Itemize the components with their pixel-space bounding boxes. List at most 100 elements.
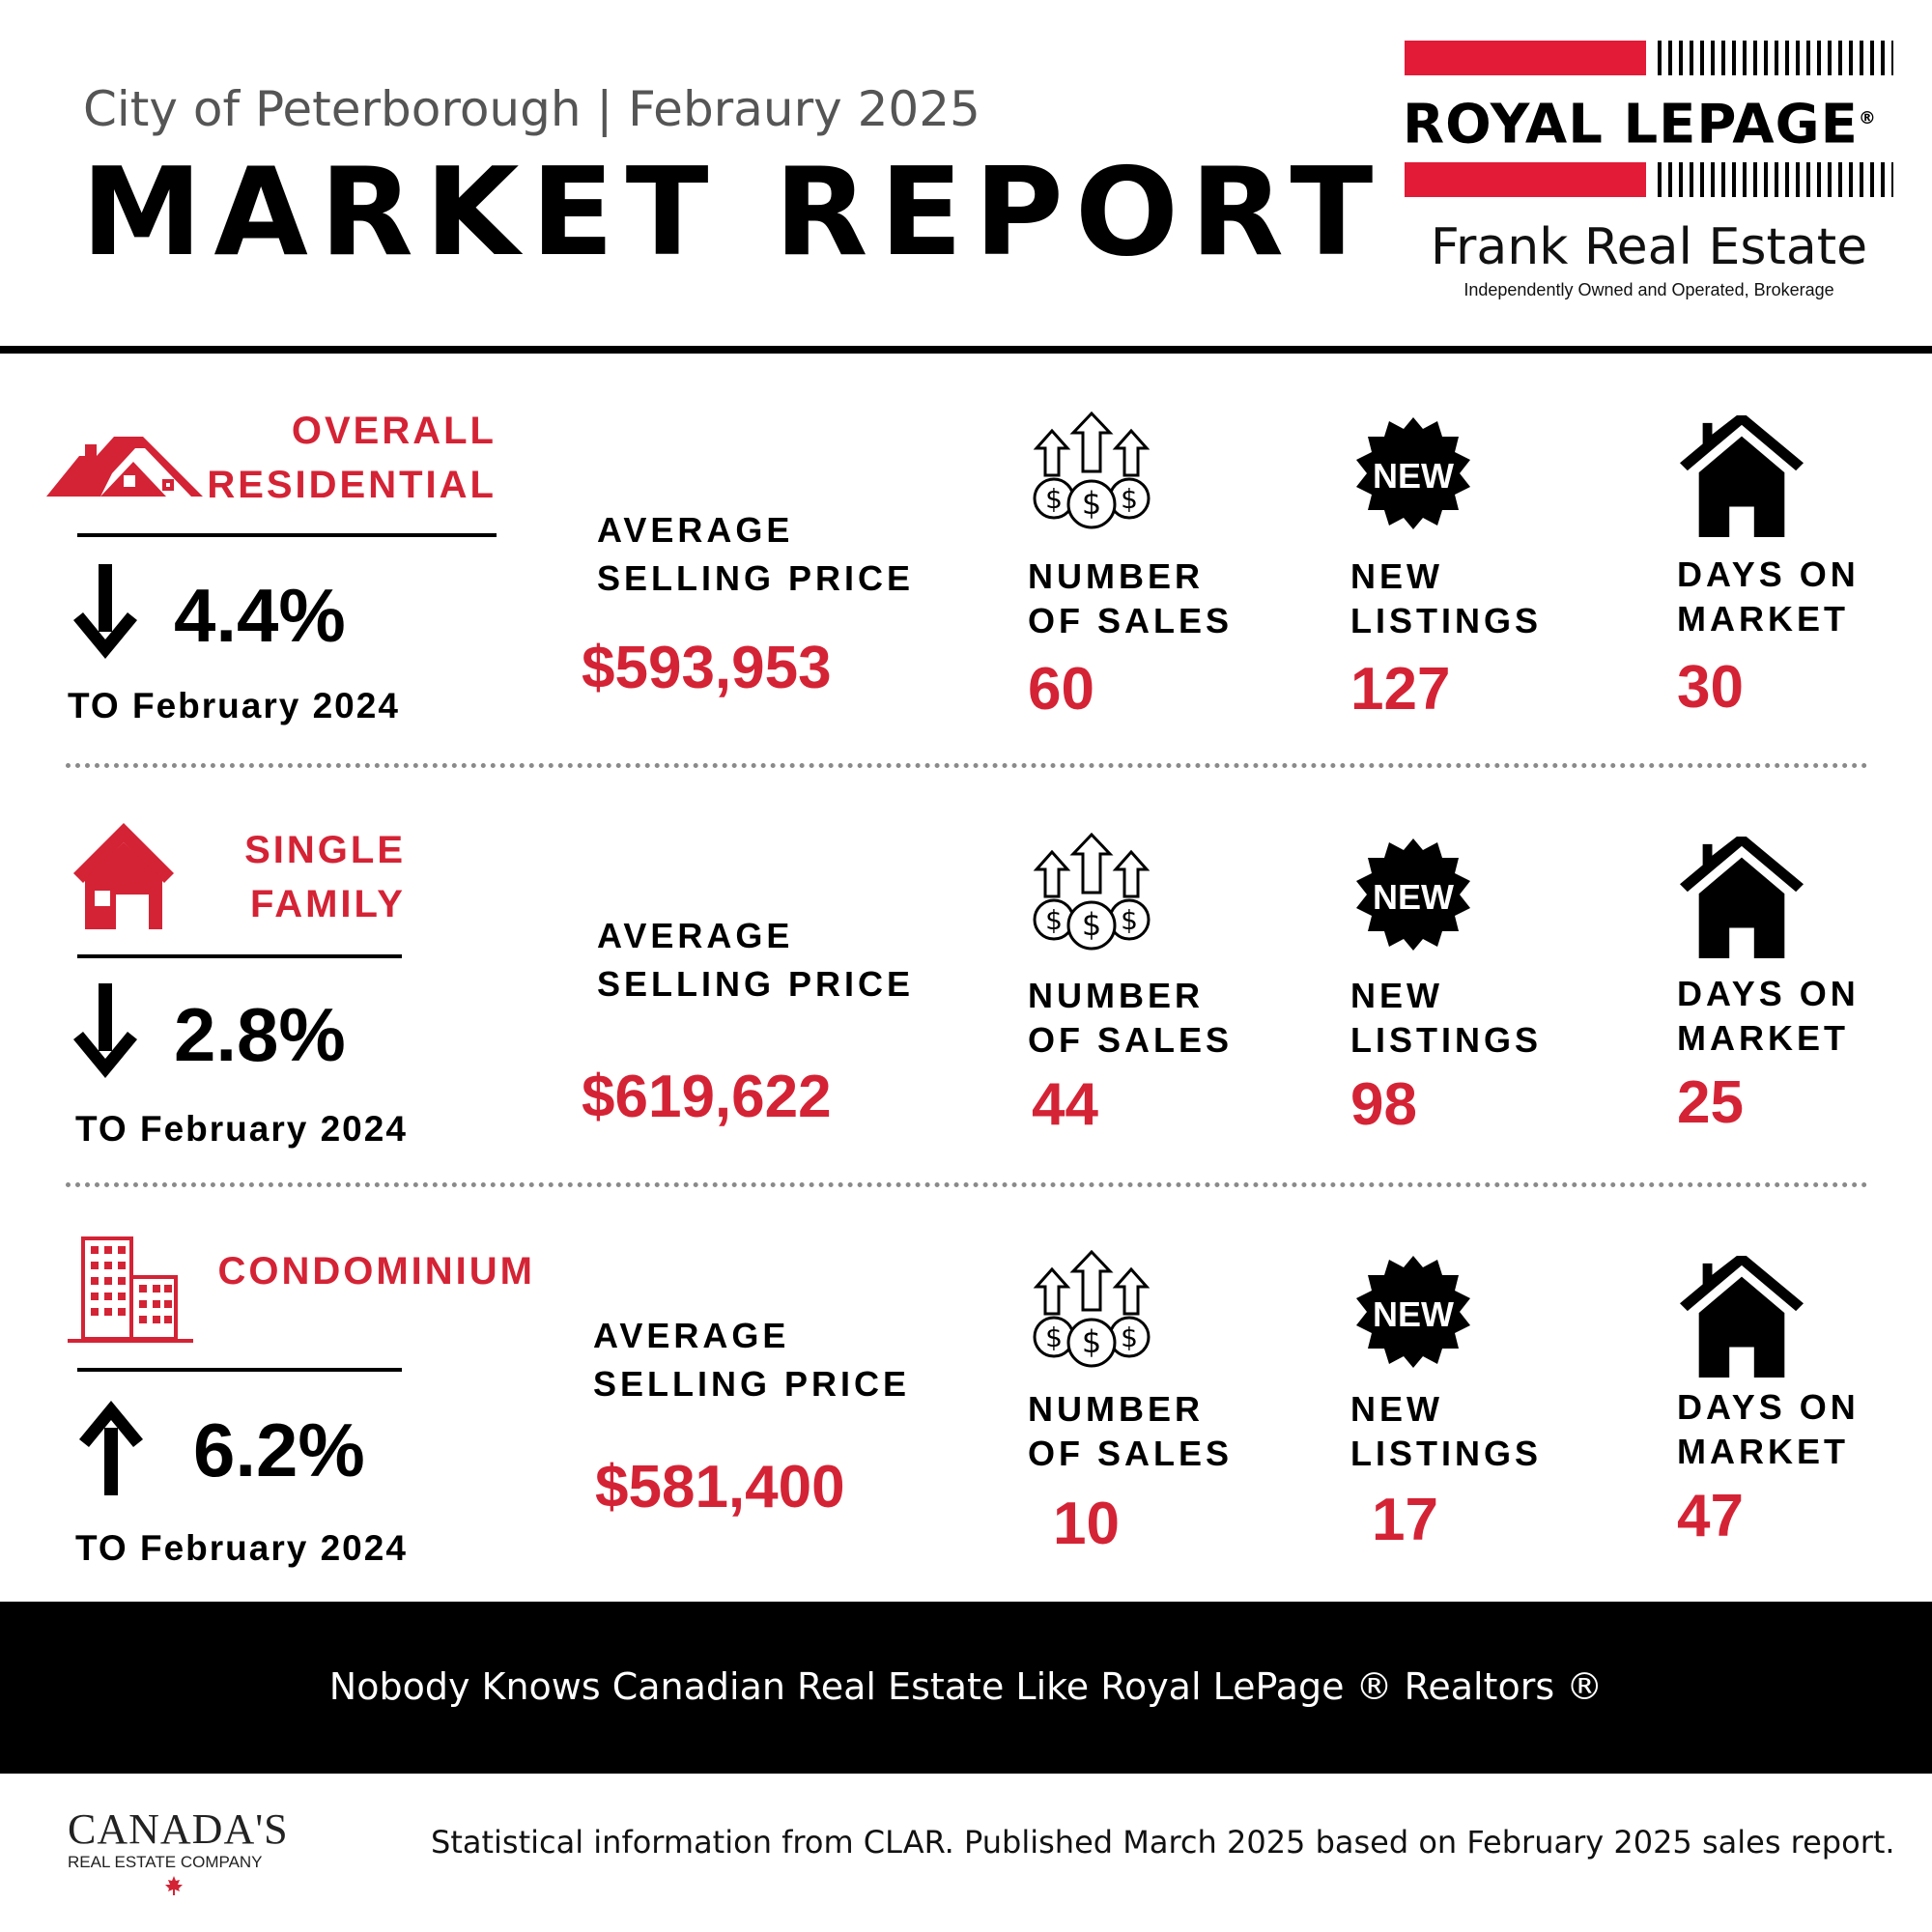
- listings-label: NEW LISTINGS: [1350, 554, 1542, 643]
- dom-value: 47: [1677, 1483, 1744, 1549]
- avg-price-label: AVERAGE SELLING PRICE: [593, 1314, 910, 1406]
- category-title: CONDOMINIUM: [203, 1244, 535, 1298]
- sales-label: NUMBER OF SALES: [1028, 554, 1233, 643]
- logo-red-bar-top: [1405, 41, 1646, 75]
- category-line1: CONDOMINIUM: [217, 1250, 535, 1293]
- listings-label-line2: LISTINGS: [1350, 1434, 1543, 1473]
- source-note: Statistical information from CLAR. Publi…: [431, 1824, 1895, 1861]
- listings-label-line1: NEW: [1350, 976, 1443, 1015]
- footer-banner: Nobody Knows Canadian Real Estate Like R…: [0, 1602, 1932, 1774]
- royal-lepage-logo: ROYAL LEPAGE®: [1403, 39, 1895, 203]
- avg-price-label-line1: AVERAGE: [597, 510, 794, 550]
- home-icon: [1679, 415, 1804, 539]
- listings-label-line2: LISTINGS: [1350, 601, 1543, 640]
- listings-value: 17: [1372, 1487, 1438, 1553]
- listings-label-line1: NEW: [1350, 1389, 1443, 1429]
- comparison-period: TO February 2024: [68, 686, 400, 725]
- dom-label-line2: MARKET: [1677, 1018, 1849, 1058]
- office-name: Frank Real Estate: [1430, 218, 1868, 276]
- money-growth-icon: [1028, 412, 1155, 537]
- listings-label-line2: LISTINGS: [1350, 1020, 1543, 1060]
- change-percent: 2.8%: [174, 992, 346, 1077]
- header-divider: [0, 346, 1932, 354]
- company-line2: REAL ESTATE COMPANY: [68, 1853, 263, 1871]
- money-growth-icon: [1028, 833, 1155, 958]
- home-icon: [1679, 1256, 1804, 1379]
- new-badge-text: NEW: [1373, 877, 1454, 917]
- logo-stripes-top: [1658, 41, 1893, 75]
- section-divider: [66, 763, 1868, 768]
- logo-wordmark: ROYAL LEPAGE®: [1403, 85, 1886, 156]
- logo-stripes-bottom: [1658, 162, 1893, 197]
- change-percent: 4.4%: [174, 573, 346, 658]
- sales-label: NUMBER OF SALES: [1028, 974, 1233, 1063]
- dom-label-line1: DAYS ON: [1677, 1387, 1860, 1427]
- dom-label-line1: DAYS ON: [1677, 554, 1860, 594]
- sales-value: 44: [1032, 1071, 1098, 1138]
- avg-price-label: AVERAGE SELLING PRICE: [597, 508, 914, 601]
- listings-label: NEW LISTINGS: [1350, 974, 1542, 1063]
- avg-price-label: AVERAGE SELLING PRICE: [597, 914, 914, 1007]
- category-underline: [77, 1368, 402, 1372]
- house-roof-icon: [46, 437, 203, 497]
- dom-label-line2: MARKET: [1677, 599, 1849, 639]
- home-icon: [1679, 837, 1804, 960]
- sales-label-line2: OF SALES: [1028, 601, 1234, 640]
- sales-value: 60: [1028, 656, 1094, 723]
- avg-price-label-line1: AVERAGE: [593, 1316, 790, 1355]
- sales-value: 10: [1053, 1491, 1120, 1557]
- dom-label: DAYS ON MARKET: [1677, 1385, 1860, 1474]
- report-title: MARKET REPORT: [81, 141, 1385, 283]
- condo-buildings-icon: [68, 1236, 193, 1343]
- report-subtitle: City of Peterborough | Febraury 2025: [83, 81, 980, 137]
- footer-slogan: Nobody Knows Canadian Real Estate Like R…: [328, 1665, 1604, 1708]
- listings-label-line1: NEW: [1350, 556, 1443, 596]
- listings-label: NEW LISTINGS: [1350, 1387, 1542, 1476]
- logo-red-bar-bottom: [1405, 162, 1646, 197]
- avg-price-value: $593,953: [582, 635, 832, 701]
- sales-label-line1: NUMBER: [1028, 976, 1204, 1015]
- sales-label-line2: OF SALES: [1028, 1020, 1234, 1060]
- sales-label-line2: OF SALES: [1028, 1434, 1234, 1473]
- sales-label-line1: NUMBER: [1028, 1389, 1204, 1429]
- maple-leaf-icon: [165, 1876, 183, 1895]
- comparison-period: TO February 2024: [75, 1109, 408, 1149]
- avg-price-value: $581,400: [595, 1454, 845, 1520]
- dom-value: 25: [1677, 1069, 1744, 1136]
- change-percent: 6.2%: [193, 1407, 365, 1492]
- avg-price-label-line2: SELLING PRICE: [593, 1364, 911, 1404]
- company-line1: CANADA'S: [68, 1805, 289, 1853]
- arrow-up-icon: [77, 1399, 145, 1495]
- arrow-down-icon: [71, 564, 139, 661]
- dom-label-line1: DAYS ON: [1677, 974, 1860, 1013]
- arrow-down-icon: [71, 983, 139, 1080]
- category-title: OVERALL RESIDENTIAL: [193, 404, 497, 512]
- category-line2: RESIDENTIAL: [207, 464, 497, 506]
- category-title: SINGLE FAMILY: [193, 823, 406, 931]
- comparison-period: TO February 2024: [75, 1528, 408, 1568]
- canadas-company-logo: CANADA'S REAL ESTATE COMPANY: [68, 1805, 289, 1895]
- category-line1: SINGLE: [244, 829, 406, 871]
- category-underline: [77, 954, 402, 958]
- avg-price-label-line2: SELLING PRICE: [597, 558, 915, 598]
- dom-label: DAYS ON MARKET: [1677, 972, 1860, 1061]
- new-badge-text: NEW: [1373, 456, 1454, 496]
- dom-label: DAYS ON MARKET: [1677, 553, 1860, 641]
- money-growth-icon: [1028, 1250, 1155, 1376]
- category-line2: FAMILY: [250, 883, 406, 925]
- avg-price-label-line1: AVERAGE: [597, 916, 794, 955]
- logo-text: ROYAL LEPAGE: [1403, 93, 1859, 156]
- avg-price-label-line2: SELLING PRICE: [597, 964, 915, 1004]
- sales-label: NUMBER OF SALES: [1028, 1387, 1233, 1476]
- registered-mark: ®: [1858, 108, 1877, 128]
- new-badge-icon: NEW: [1350, 415, 1476, 541]
- listings-value: 98: [1350, 1071, 1417, 1138]
- sales-label-line1: NUMBER: [1028, 556, 1204, 596]
- new-badge-icon: NEW: [1350, 837, 1476, 962]
- single-house-icon: [73, 823, 174, 929]
- listings-value: 127: [1350, 656, 1451, 723]
- category-underline: [77, 533, 497, 537]
- category-line1: OVERALL: [291, 410, 497, 452]
- section-divider: [66, 1182, 1868, 1187]
- dom-label-line2: MARKET: [1677, 1432, 1849, 1471]
